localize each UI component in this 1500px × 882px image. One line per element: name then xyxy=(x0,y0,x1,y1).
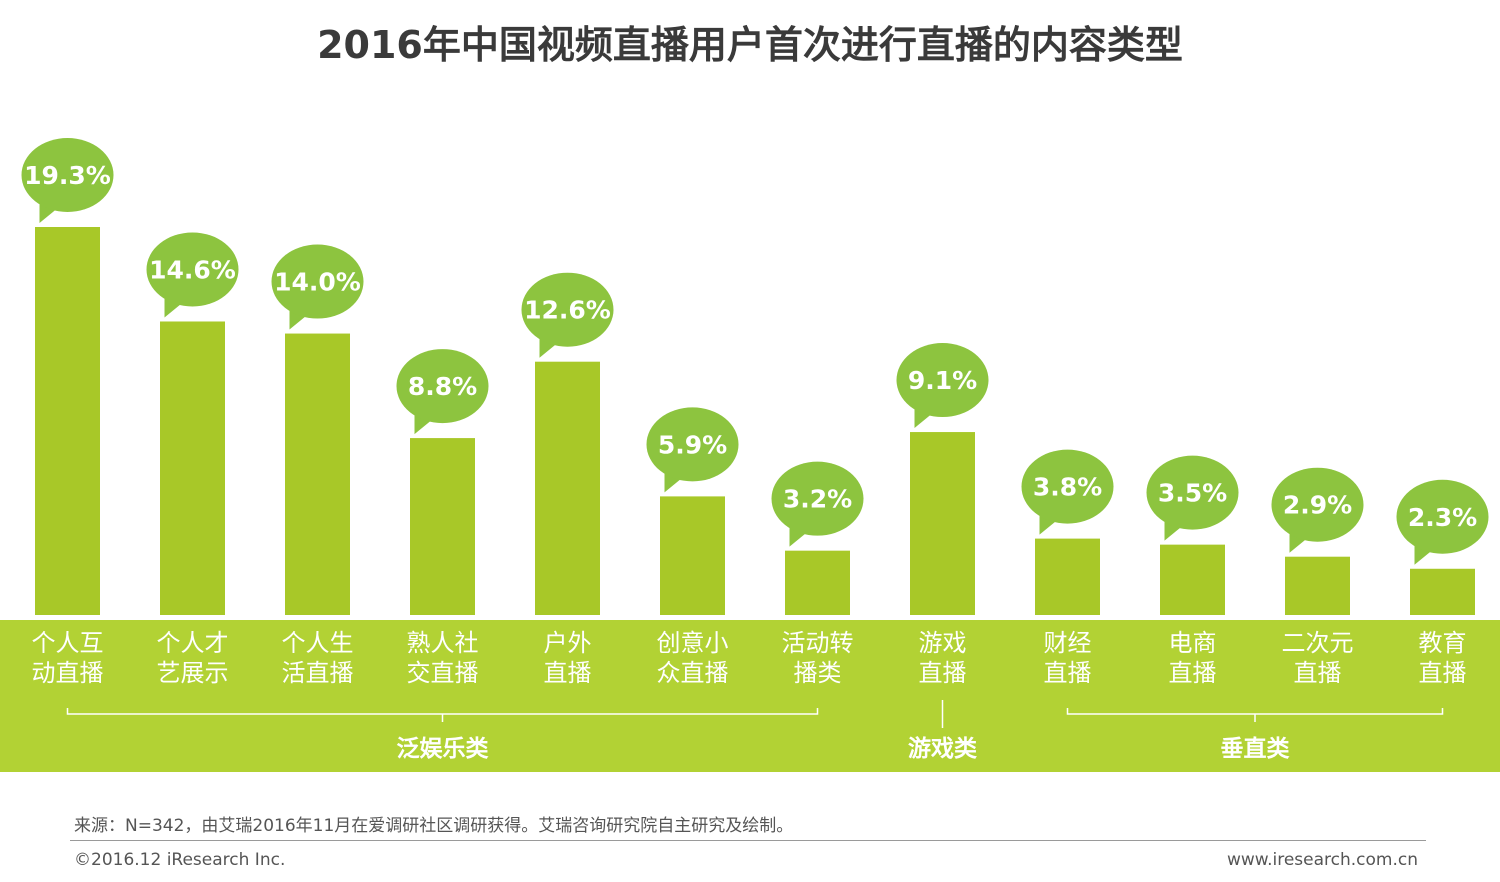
website-text: www.iresearch.com.cn xyxy=(1226,850,1418,870)
value-bubble-0 xyxy=(21,138,114,212)
category-label-10-0: 二次元 xyxy=(1282,629,1354,657)
value-bubble-6 xyxy=(771,461,864,536)
bar-0 xyxy=(35,227,100,615)
value-label-3: 8.8% xyxy=(408,372,477,401)
copyright-text: ©2016.12 iResearch Inc. xyxy=(74,850,286,870)
bar-10 xyxy=(1285,556,1350,615)
value-bubble-7 xyxy=(896,343,989,418)
group-label-0: 泛娱乐类 xyxy=(397,736,489,762)
value-label-5: 5.9% xyxy=(658,430,727,459)
group-label-2: 垂直类 xyxy=(1221,735,1290,762)
source-note: 来源：N=342，由艾瑞2016年11月在爱调研社区调研获得。艾瑞咨询研究院自主… xyxy=(74,816,794,836)
value-bubble-5 xyxy=(646,407,739,482)
bar-9 xyxy=(1160,544,1225,615)
value-label-7: 9.1% xyxy=(908,366,977,395)
category-label-2-0: 个人生 xyxy=(282,629,354,657)
value-bubble-9 xyxy=(1146,455,1239,530)
value-bubble-11 xyxy=(1396,479,1489,554)
category-label-1-0: 个人才 xyxy=(157,629,229,657)
value-bubble-4 xyxy=(521,272,614,347)
bar-8 xyxy=(1035,538,1100,615)
footer-divider xyxy=(70,840,1426,841)
category-label-8-0: 财经 xyxy=(1044,629,1092,657)
value-label-2: 14.0% xyxy=(274,268,361,297)
value-bubble-10 xyxy=(1271,467,1364,542)
value-bubble-8 xyxy=(1021,449,1114,524)
category-label-2-1: 活直播 xyxy=(282,659,354,687)
value-label-0: 19.3% xyxy=(24,161,111,190)
value-bubble-3 xyxy=(396,349,489,424)
value-label-11: 2.3% xyxy=(1408,503,1477,532)
value-label-8: 3.8% xyxy=(1033,473,1102,502)
bar-2 xyxy=(285,333,350,615)
group-label-1: 游戏类 xyxy=(908,735,977,762)
category-label-5-0: 创意小 xyxy=(657,629,729,657)
category-label-9-1: 直播 xyxy=(1169,659,1217,687)
value-bubble-1 xyxy=(146,232,239,307)
category-label-7-0: 游戏 xyxy=(919,629,967,657)
category-label-7-1: 直播 xyxy=(919,659,967,687)
category-label-0-1: 动直播 xyxy=(32,659,104,687)
category-label-4-1: 直播 xyxy=(544,659,592,687)
value-label-6: 3.2% xyxy=(783,485,852,514)
category-label-6-1: 播类 xyxy=(794,659,842,687)
chart-title: 2016年中国视频直播用户首次进行直播的内容类型 xyxy=(317,23,1183,67)
value-label-10: 2.9% xyxy=(1283,491,1352,520)
category-label-3-0: 熟人社 xyxy=(407,629,479,657)
category-label-5-1: 众直播 xyxy=(657,659,729,687)
category-label-3-1: 交直播 xyxy=(407,659,479,687)
category-label-6-0: 活动转 xyxy=(782,629,854,657)
category-label-8-1: 直播 xyxy=(1044,659,1092,687)
category-label-11-0: 教育 xyxy=(1419,629,1467,657)
category-label-9-0: 电商 xyxy=(1169,629,1217,657)
category-label-0-0: 个人互 xyxy=(32,629,104,657)
bar-7 xyxy=(910,432,975,615)
value-label-9: 3.5% xyxy=(1158,479,1227,508)
bar-1 xyxy=(160,321,225,615)
value-bubble-2 xyxy=(271,244,364,319)
bar-11 xyxy=(1410,568,1475,615)
bar-5 xyxy=(660,496,725,615)
group-bracket-2 xyxy=(1066,708,1444,722)
bar-3 xyxy=(410,438,475,615)
value-label-4: 12.6% xyxy=(524,296,611,325)
bar-6 xyxy=(785,550,850,615)
category-label-11-1: 直播 xyxy=(1419,659,1467,687)
value-label-1: 14.6% xyxy=(149,255,236,284)
category-band xyxy=(0,620,1500,772)
bar-4 xyxy=(535,361,600,615)
category-label-4-0: 户外 xyxy=(544,629,592,657)
group-bracket-0 xyxy=(66,708,819,722)
category-label-1-1: 艺展示 xyxy=(157,659,229,687)
category-label-10-1: 直播 xyxy=(1294,659,1342,687)
